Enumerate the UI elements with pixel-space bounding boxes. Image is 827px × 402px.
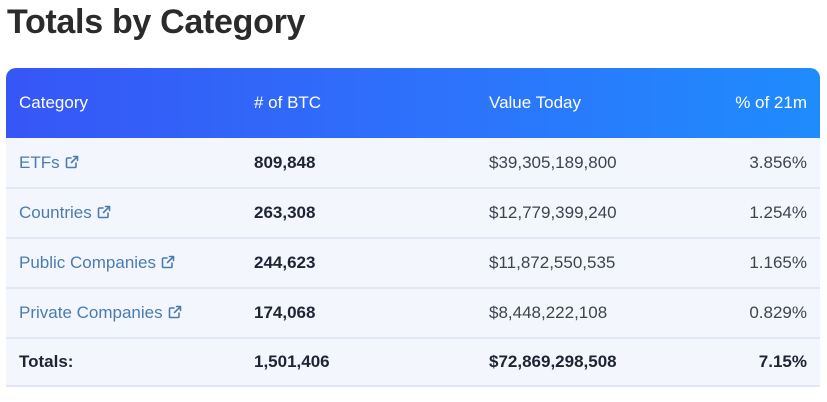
category-cell: Countries xyxy=(6,188,241,238)
btc-cell: 809,848 xyxy=(254,152,316,172)
value-cell: $8,448,222,108 xyxy=(489,303,608,322)
header-value[interactable]: Value Today xyxy=(489,93,581,112)
external-link-icon xyxy=(65,155,78,168)
totals-table-container: Category # of BTC Value Today % of 21m E… xyxy=(6,68,820,390)
value-cell: $39,305,189,800 xyxy=(489,152,617,172)
external-link-icon xyxy=(97,205,111,219)
totals-label: Totals: xyxy=(19,352,74,371)
category-cell: ETFs xyxy=(6,138,241,188)
category-label: ETFs xyxy=(19,152,60,172)
btc-cell: 263,308 xyxy=(254,203,316,222)
category-label: Public Companies xyxy=(19,253,157,272)
table-header: Category # of BTC Value Today % of 21m xyxy=(6,68,820,138)
pct-cell: 3.856% xyxy=(749,152,807,172)
table-row: ETFs 809,848 $39,305,189,800 3.856% xyxy=(6,138,820,188)
totals-row: Totals: 1,501,406 $72,869,298,508 7.15% xyxy=(6,338,820,386)
external-link-icon xyxy=(168,305,181,319)
pct-cell: 1.165% xyxy=(749,253,807,272)
value-cell: $11,872,550,535 xyxy=(489,253,616,272)
category-label: Countries xyxy=(19,203,92,222)
category-cell: Public Companies xyxy=(6,238,241,288)
external-link-icon xyxy=(161,255,175,269)
btc-cell: 174,068 xyxy=(254,303,316,322)
header-pct[interactable]: % of 21m xyxy=(735,93,807,112)
table-row: Private Companies 174,068 $8,448,222,108… xyxy=(6,288,820,338)
value-cell: $12,779,399,240 xyxy=(489,203,617,222)
category-link-etfs[interactable]: ETFs xyxy=(19,153,79,172)
pct-cell: 1.254% xyxy=(749,203,807,222)
totals-pct: 7.15% xyxy=(758,352,807,371)
header-btc[interactable]: # of BTC xyxy=(254,93,322,112)
category-label: Private Companies xyxy=(19,303,163,322)
category-cell: Private Companies xyxy=(6,288,241,338)
header-category[interactable]: Category xyxy=(19,93,88,112)
category-link-countries[interactable]: Countries xyxy=(19,203,111,222)
category-link-public-companies[interactable]: Public Companies xyxy=(19,253,175,272)
header-row: Category # of BTC Value Today % of 21m xyxy=(6,68,820,138)
totals-table: Category # of BTC Value Today % of 21m E… xyxy=(6,68,820,387)
totals-value: $72,869,298,508 xyxy=(489,352,617,371)
pct-cell: 0.829% xyxy=(749,303,807,322)
totals-btc: 1,501,406 xyxy=(254,352,330,371)
category-link-private-companies[interactable]: Private Companies xyxy=(19,303,182,322)
table-row: Public Companies 244,623 $11,872,550,535… xyxy=(6,238,820,288)
table-body: ETFs 809,848 $39,305,189,800 3.856% Coun… xyxy=(6,138,820,386)
btc-cell: 244,623 xyxy=(254,253,316,272)
page-title: Totals by Category xyxy=(7,3,306,41)
table-row: Countries 263,308 $12,779,399,240 1.254% xyxy=(6,188,820,238)
